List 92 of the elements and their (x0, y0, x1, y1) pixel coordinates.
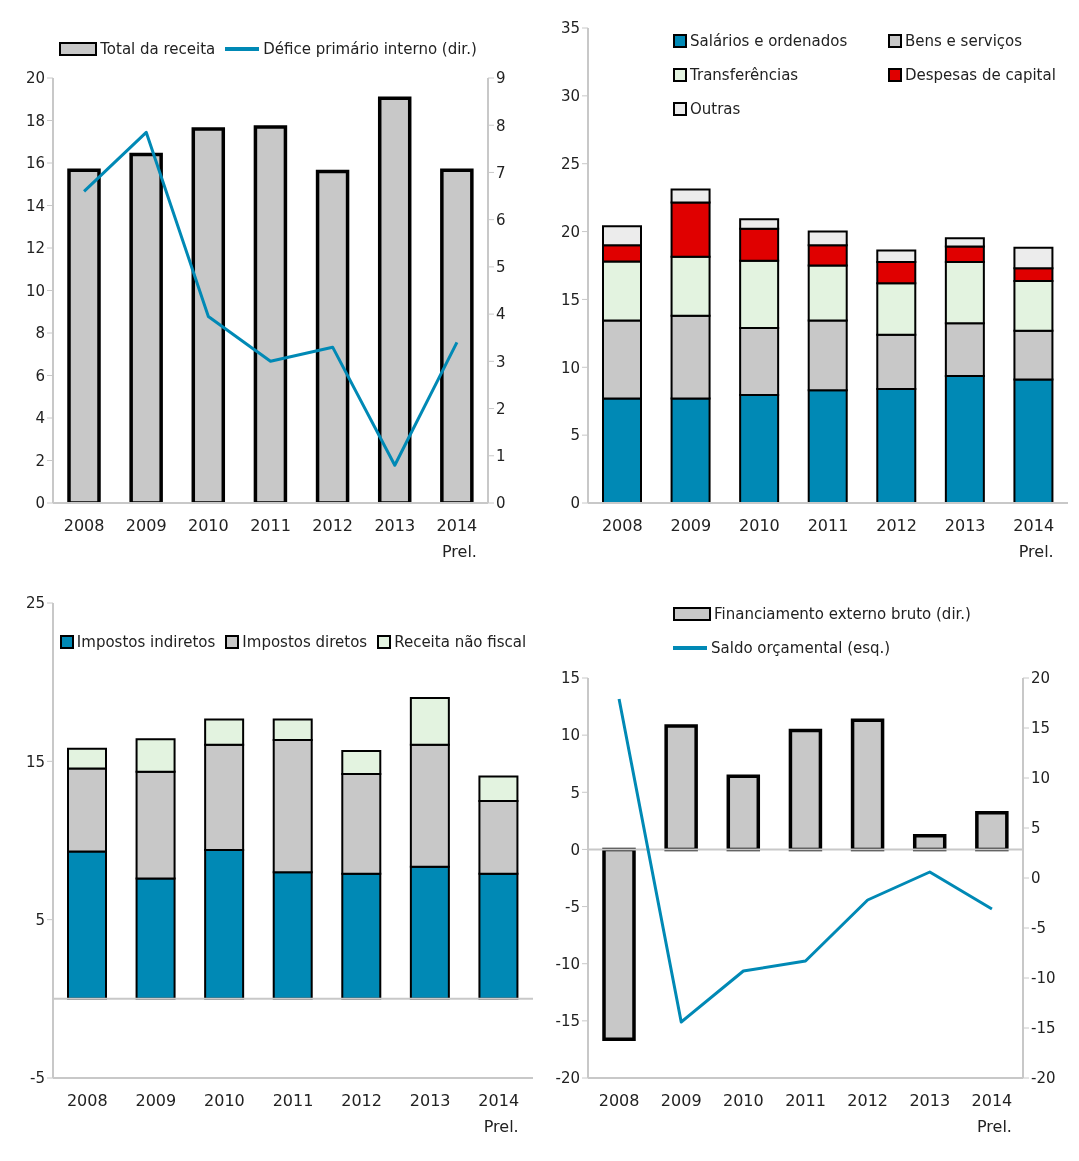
y-tick-label: 10 (25, 281, 45, 300)
y-tick-label: 18 (25, 111, 45, 130)
y2-tick-label: 4 (496, 305, 506, 324)
x-tick-label: 2011 (785, 1091, 826, 1110)
y2-tick-label: 15 (1031, 719, 1051, 738)
legend-label: Salários e ordenados (690, 32, 848, 50)
y-tick-label: -20 (555, 1069, 580, 1088)
x-tick-label: 2008 (598, 1091, 640, 1110)
y2-tick-label: 8 (496, 116, 506, 135)
y2-tick-label: 6 (496, 210, 506, 229)
y-tick-label: 20 (25, 69, 45, 88)
y2-tick-label: 20 (1031, 669, 1051, 688)
x-tick-label: 2011 (272, 1091, 314, 1110)
y-tick-label: 16 (25, 154, 45, 173)
legend-label: Despesas de capital (905, 66, 1056, 84)
y2-tick-label: 5 (1031, 819, 1041, 838)
x-tick-label: 2010 (723, 1091, 764, 1110)
y-tick-label: 10 (560, 726, 580, 745)
legend-label: Outras (690, 100, 741, 118)
y-tick-label: 15 (560, 669, 580, 688)
x-tick-label: 2012 (847, 1091, 888, 1110)
legend-label: Total da receita (100, 40, 216, 58)
x-tick-label: 2012 (312, 516, 353, 535)
y2-tick-label: 3 (496, 352, 506, 371)
legend-label: Receita não fiscal (394, 633, 527, 651)
y-tick-label: 0 (570, 494, 580, 513)
y2-tick-label: 9 (496, 69, 506, 88)
x-tick-label: 2011 (250, 516, 291, 535)
line-series (617, 697, 994, 1024)
y-tick-label: -5 (565, 897, 580, 916)
y2-tick-label: 0 (1031, 869, 1041, 888)
y-tick-label: 14 (25, 196, 45, 215)
x-tick-label: 2010 (739, 516, 780, 535)
legend-label: Défice primário interno (dir.) (263, 40, 477, 58)
x-tick-label: 2009 (660, 1091, 702, 1110)
y-tick-label: 30 (560, 87, 580, 106)
y-tick-label: 5 (35, 910, 45, 929)
x-tick-label: 2014 Prel. (971, 1091, 1013, 1136)
y-tick-label: 4 (35, 409, 45, 428)
y-tick-label: 15 (560, 290, 580, 309)
x-tick-label: 2012 (341, 1091, 382, 1110)
x-tick-label: 2013 (409, 1091, 451, 1110)
legend-label: Impostos indiretos (76, 633, 216, 651)
y-tick-label: 10 (560, 358, 580, 377)
x-tick-label: 2013 (374, 516, 416, 535)
legend-label: Bens e serviços (905, 32, 1023, 50)
y2-tick-label: 0 (496, 494, 506, 513)
x-tick-label: 2013 (909, 1091, 951, 1110)
x-tick-label: 2008 (63, 516, 105, 535)
x-tick-label: 2011 (807, 516, 849, 535)
y2-tick-label: 10 (1031, 769, 1051, 788)
x-tick-label: 2012 (876, 516, 917, 535)
x-tick-label: 2010 (204, 1091, 245, 1110)
y-tick-label: 5 (570, 426, 580, 445)
legend-label: Financiamento externo bruto (dir.) (714, 605, 971, 623)
x-tick-label: 2014 Prel. (436, 516, 478, 561)
x-tick-label: 2014 Prel. (478, 1091, 520, 1136)
x-tick-label: 2008 (601, 516, 643, 535)
x-tick-label: 2010 (188, 516, 229, 535)
y2-tick-label: 5 (496, 258, 506, 277)
y-tick-label: 12 (25, 239, 45, 258)
y-tick-label: 15 (25, 752, 45, 771)
y-tick-label: 2 (35, 451, 45, 470)
x-tick-label: 2009 (670, 516, 712, 535)
legend-label: Transferências (690, 66, 799, 84)
y-tick-label: 0 (35, 494, 45, 513)
line-series (82, 130, 459, 467)
y-tick-label: -5 (30, 1069, 45, 1088)
x-tick-label: 2014 Prel. (1013, 516, 1055, 561)
legend-label: Saldo orçamental (esq.) (711, 639, 891, 657)
y2-tick-label: -10 (1031, 969, 1056, 988)
x-tick-label: 2013 (944, 516, 986, 535)
y-tick-label: -10 (555, 955, 580, 974)
y-tick-label: 25 (25, 594, 45, 613)
x-tick-label: 2009 (125, 516, 167, 535)
y2-tick-label: -20 (1031, 1069, 1056, 1088)
y2-tick-label: -15 (1031, 1019, 1056, 1038)
y-tick-label: 25 (560, 155, 580, 174)
y2-tick-label: 2 (496, 399, 506, 418)
legend-label: Impostos diretos (242, 633, 368, 651)
y-tick-label: 0 (570, 840, 580, 859)
y2-tick-label: 1 (496, 447, 506, 466)
y-tick-label: 6 (35, 366, 45, 385)
x-tick-label: 2008 (66, 1091, 108, 1110)
y2-tick-label: -5 (1031, 919, 1046, 938)
y2-tick-label: 7 (496, 163, 506, 182)
y-tick-label: 8 (35, 324, 45, 343)
y-tick-label: 35 (560, 19, 580, 38)
x-tick-label: 2009 (135, 1091, 177, 1110)
y-tick-label: 20 (560, 222, 580, 241)
y-tick-label: -15 (555, 1012, 580, 1031)
y-tick-label: 5 (570, 783, 580, 802)
